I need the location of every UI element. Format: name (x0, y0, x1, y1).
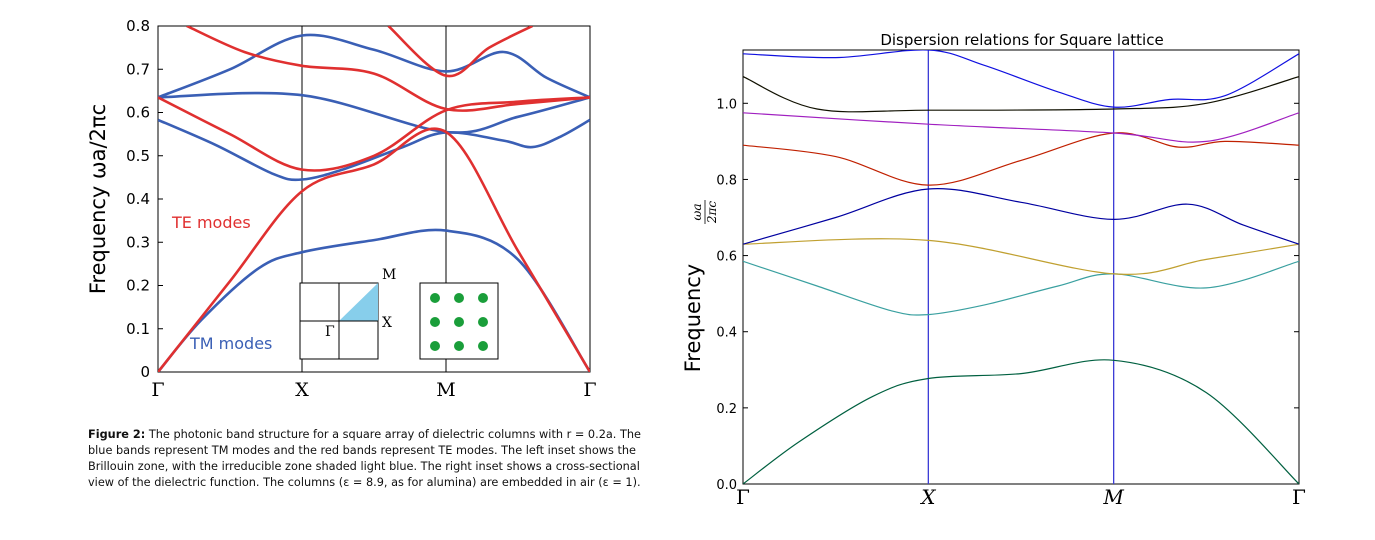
tm-band-line (158, 228, 590, 372)
right-band-line (743, 132, 1299, 186)
dielectric-columns-inset (419, 282, 499, 360)
right-band-line (743, 359, 1299, 484)
right-x-tick-label: Γ (1292, 485, 1306, 509)
left-y-tick-label: 0 (140, 363, 150, 381)
dielectric-column-dot (454, 317, 464, 327)
caption-label: Figure 2: (88, 428, 146, 441)
right-x-tick-label: X (919, 485, 936, 509)
irreducible-zone-shading (339, 283, 378, 321)
left-y-tick-label: 0.3 (126, 233, 150, 251)
dielectric-column-dot (478, 317, 488, 327)
left-y-tick-label: 0.6 (126, 104, 150, 122)
right-chart-title: Dispersion relations for Square lattice (880, 31, 1163, 49)
left-y-tick-label: 0.7 (126, 60, 150, 78)
right-y-axis-fraction: ωa 2πc (690, 200, 719, 224)
right-y-tick-label: 0.8 (716, 173, 737, 188)
te-band-line (158, 96, 590, 172)
dielectric-column-dot (454, 341, 464, 351)
dielectric-column-dot (454, 293, 464, 303)
right-x-tick-label: Γ (736, 485, 750, 509)
fraction-numerator: ωa (690, 204, 704, 221)
left-band-chart: 0 0.1 0.2 0.3 0.4 0.5 0.6 0.7 0.8 Γ X M Γ Frequency… (86, 17, 597, 401)
fraction-denominator: 2πc (705, 201, 719, 225)
dielectric-column-dot (430, 317, 440, 327)
tm-band-line (158, 118, 590, 182)
left-x-tick-label: Γ (151, 379, 164, 401)
left-y-tick-label: 0.5 (126, 147, 150, 165)
left-y-axis-label: Frequency ωa/2πc (86, 104, 110, 294)
te-band-line (158, 127, 590, 372)
left-x-tick-label: X (295, 379, 309, 401)
left-x-tick-label: Γ (583, 379, 596, 401)
right-x-tick-label: M (1102, 485, 1124, 509)
right-y-tick-label: 0.4 (716, 326, 737, 341)
tm-band-line (158, 91, 590, 134)
te-modes-label: TE modes (171, 213, 251, 232)
right-band-line (743, 188, 1299, 245)
right-y-tick-label: 0.6 (716, 250, 737, 265)
te-band-line (387, 26, 533, 78)
left-y-tick-label: 0.2 (126, 277, 150, 295)
figure-caption: Figure 2: The photonic band structure fo… (88, 427, 648, 491)
left-y-tick-label: 0.4 (126, 190, 150, 208)
inset-label-x: X (382, 315, 392, 331)
dielectric-column-dot (430, 293, 440, 303)
right-y-tick-label: 0.2 (716, 402, 737, 417)
right-band-chart: Dispersion relations for Square lattice … (681, 31, 1306, 509)
tm-modes-label: TM modes (189, 334, 272, 353)
brillouin-zone-inset: M X Γ (299, 267, 396, 360)
te-band-line (186, 26, 590, 112)
tm-band-line (158, 33, 590, 99)
right-band-line (743, 238, 1299, 275)
left-x-tick-label: M (436, 379, 455, 401)
right-plot-frame (742, 49, 1300, 485)
right-y-axis-label: Frequency (681, 264, 705, 373)
dielectric-column-dot (478, 341, 488, 351)
right-band-line (743, 76, 1299, 113)
inset-label-m: M (382, 267, 396, 283)
dielectric-column-dot (430, 341, 440, 351)
inset-label-gamma: Γ (325, 324, 335, 340)
right-band-line (743, 50, 1299, 108)
caption-text: The photonic band structure for a square… (88, 428, 641, 489)
left-y-tick-label: 0.8 (126, 17, 150, 35)
right-y-tick-label: 0.0 (716, 478, 737, 493)
right-y-tick-label: 1.0 (716, 97, 737, 112)
right-band-line (743, 260, 1299, 316)
left-y-tick-label: 0.1 (126, 320, 150, 338)
dielectric-column-dot (478, 293, 488, 303)
right-band-line (743, 112, 1299, 143)
